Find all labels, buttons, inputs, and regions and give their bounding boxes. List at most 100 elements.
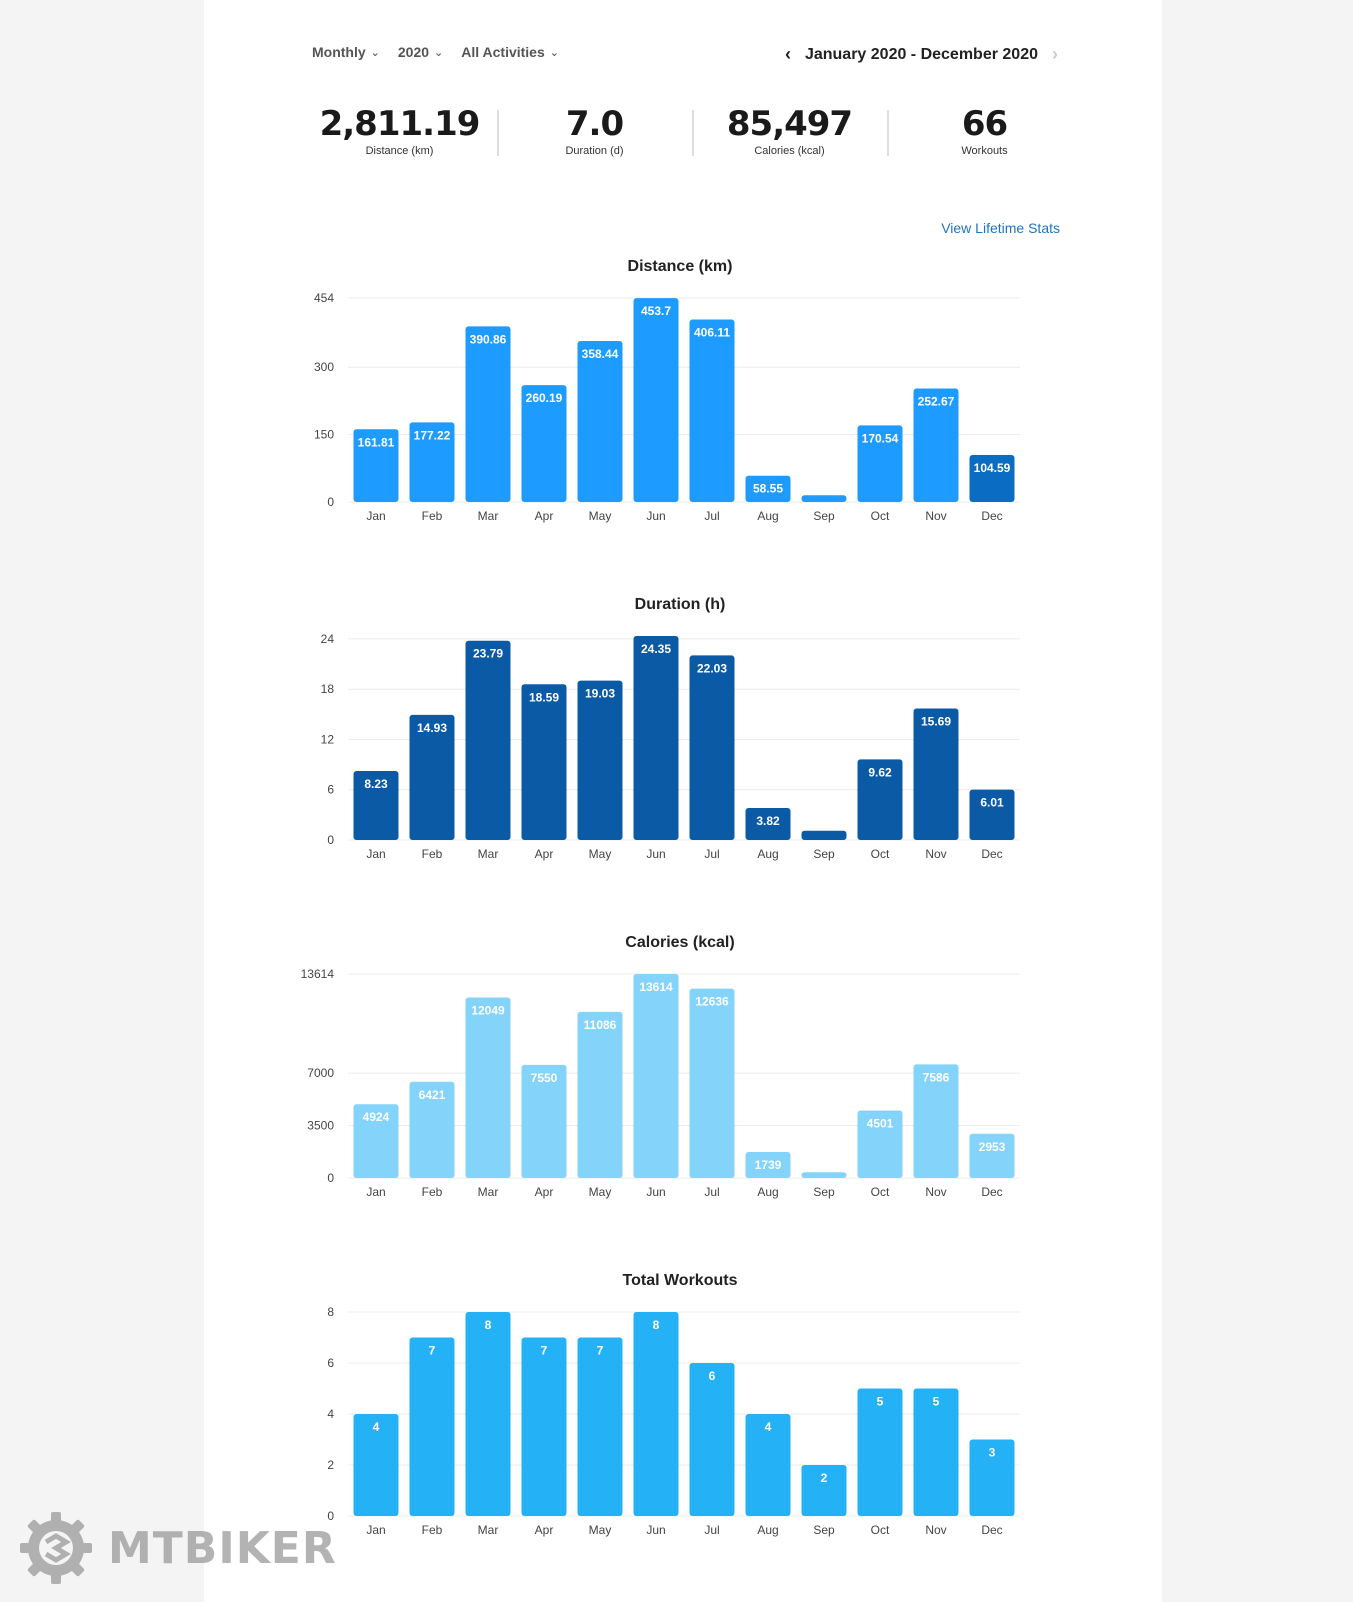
x-tick-label: Mar (478, 509, 499, 523)
x-tick-label: Jan (366, 1185, 385, 1199)
period-dropdown[interactable]: Monthly ⌄ (312, 44, 380, 60)
bar (913, 388, 959, 502)
y-tick-label: 6 (327, 1356, 334, 1370)
data-label: 6 (709, 1369, 716, 1383)
y-tick-label: 3500 (307, 1119, 334, 1133)
data-label: 4501 (867, 1117, 894, 1131)
x-tick-label: Dec (981, 509, 1002, 523)
data-label: 12636 (695, 995, 729, 1009)
data-label: 390.86 (470, 332, 507, 346)
data-label: 2953 (979, 1140, 1006, 1154)
bar (409, 422, 455, 502)
bar (745, 475, 791, 502)
x-tick-label: Jun (646, 509, 665, 523)
x-tick-label: Nov (925, 1185, 946, 1199)
x-tick-label: Jul (704, 847, 719, 861)
y-tick-label: 18 (321, 682, 335, 696)
chart-title: Duration (h) (634, 596, 726, 613)
data-label: 24.35 (641, 642, 671, 656)
data-label: 4924 (363, 1110, 390, 1124)
bar (857, 425, 903, 502)
distance-chart-svg: 0 150 300 454 161.81 Jan 177.22 Feb 390.86 Mar 260… (314, 291, 1020, 523)
y-tick-label: 8 (327, 1305, 334, 1319)
bar (409, 1337, 455, 1516)
y-tick-label: 0 (327, 1509, 334, 1523)
bar (521, 684, 567, 840)
x-tick-label: Mar (478, 1185, 499, 1199)
x-tick-label: Jan (366, 509, 385, 523)
summary-stats: 2,811.19 Distance (km) 7.0 Duration (d) … (302, 104, 1082, 164)
x-tick-label: Oct (871, 1523, 890, 1537)
bar (745, 1414, 791, 1516)
bar (969, 1133, 1015, 1178)
x-tick-label: Nov (925, 509, 946, 523)
x-tick-label: Jun (646, 1185, 665, 1199)
bar (633, 974, 679, 1178)
year-dropdown-label: 2020 (397, 44, 430, 60)
bar (913, 708, 959, 840)
x-tick-label: Aug (757, 509, 778, 523)
x-tick-label: Feb (422, 1185, 443, 1199)
stat-value: 85,497 (726, 104, 853, 144)
activity-dropdown[interactable]: All Activities ⌄ (461, 44, 559, 60)
watermark-logo: MTBIKER (18, 1510, 337, 1586)
x-tick-label: Jan (366, 1523, 385, 1537)
stat-label: Duration (d) (565, 145, 624, 157)
y-tick-label: 300 (314, 360, 334, 374)
data-label: 4 (765, 1420, 772, 1434)
data-label: 7550 (531, 1071, 558, 1085)
y-tick-label: 13614 (301, 967, 335, 981)
data-label: 58.55 (753, 482, 783, 496)
y-tick-label: 24 (321, 632, 335, 646)
data-label: 8 (653, 1318, 660, 1332)
workouts-chart-svg: 0 2 4 6 8 4 Jan 7 Feb 8 Mar 7 Apr 7 May 8 Jun 6 Jul 4 Aug 2 Se… (327, 1305, 1020, 1537)
data-label: 170.54 (862, 431, 899, 445)
bar (521, 385, 567, 502)
bar (633, 298, 679, 502)
bar (689, 319, 735, 502)
year-dropdown[interactable]: 2020 ⌄ (398, 44, 443, 60)
bar (465, 640, 511, 840)
y-tick-label: 12 (321, 732, 335, 746)
x-tick-label: Jun (646, 847, 665, 861)
x-tick-label: Apr (535, 509, 554, 523)
bar (969, 1439, 1015, 1516)
date-range-label: January 2020 - December 2020 (804, 45, 1038, 63)
stat-calories: 85,497 Calories (kcal) (692, 104, 887, 164)
chevron-down-icon: ⌄ (434, 46, 444, 59)
bar (969, 455, 1015, 502)
data-label: 8.23 (364, 777, 388, 791)
stat-value: 66 (961, 104, 1008, 144)
x-tick-label: Jul (704, 1523, 719, 1537)
chevron-down-icon: ⌄ (370, 46, 380, 59)
chevron-right-icon[interactable]: › (1052, 44, 1058, 64)
x-tick-label: May (589, 1185, 612, 1199)
data-label: 260.19 (526, 391, 563, 405)
stat-duration: 7.0 Duration (d) (497, 104, 692, 164)
x-tick-label: Sep (813, 847, 835, 861)
y-tick-label: 4 (327, 1407, 334, 1421)
chevron-down-icon: ⌄ (549, 46, 559, 59)
data-label: 8 (485, 1318, 492, 1332)
y-tick-label: 0 (327, 833, 334, 847)
x-tick-label: Feb (422, 509, 443, 523)
x-tick-label: Nov (925, 1523, 946, 1537)
chevron-left-icon[interactable]: ‹ (784, 44, 791, 64)
y-tick-label: 454 (314, 291, 334, 305)
data-label: 7 (597, 1344, 604, 1358)
view-lifetime-stats-link[interactable]: View Lifetime Stats (941, 220, 1060, 236)
data-label: 7 (541, 1344, 548, 1358)
bar (409, 1081, 455, 1178)
stat-distance: 2,811.19 Distance (km) (302, 104, 497, 164)
data-label: 5 (877, 1395, 884, 1409)
x-tick-label: Apr (535, 1185, 554, 1199)
stat-label: Workouts (961, 145, 1008, 157)
data-label: 13614 (639, 980, 673, 994)
x-tick-label: Oct (871, 1185, 890, 1199)
x-tick-label: May (589, 847, 612, 861)
bar (969, 789, 1015, 840)
x-tick-label: Jan (366, 847, 385, 861)
x-tick-label: Feb (422, 847, 443, 861)
bar (801, 1172, 847, 1178)
bar (577, 340, 623, 502)
